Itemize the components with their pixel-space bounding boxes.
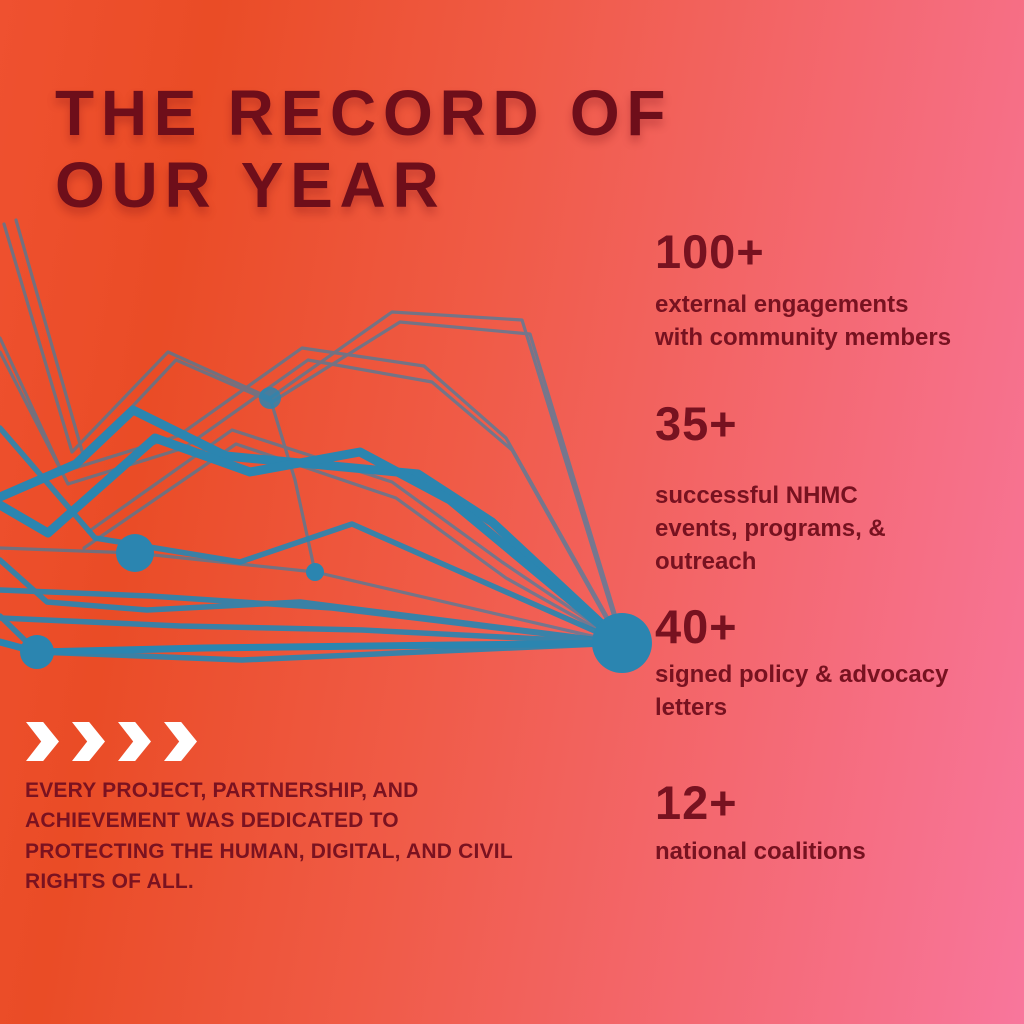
footer-mission-text: EVERY PROJECT, PARTNERSHIP, AND ACHIEVEM… [25,779,513,894]
network-node-small [306,563,324,581]
chevron-right-icon [26,722,59,761]
page-title: THE RECORD OF OUR YEAR [55,77,673,221]
page-title-line2: OUR YEAR [55,148,446,221]
stat-events-programs: 35+ successful NHMC events, programs, & … [655,400,1015,578]
network-hub-node [592,613,652,673]
stat-value: 100+ [655,225,765,278]
network-node-small [259,387,281,409]
stat-description: national coalitions [655,838,866,865]
stat-national-coalitions: 12+ national coalitions [655,779,1015,868]
network-node-medium [20,635,54,669]
stat-description: external engagements with community memb… [655,291,952,352]
stat-description: signed policy & advocacy letters [655,661,949,722]
stat-external-engagements: 100+ external engagements with community… [655,228,1015,354]
stat-policy-letters: 40+ signed policy & advocacy letters [655,603,1015,724]
stat-value: 12+ [655,776,738,829]
chevron-row [26,722,197,761]
page-title-line1: THE RECORD OF [55,77,673,149]
chevron-right-icon [118,722,151,761]
stat-value: 35+ [655,397,738,450]
chevron-right-icon [164,722,197,761]
stat-description: successful NHMC events, programs, & outr… [655,482,886,576]
chevron-right-icon [72,722,105,761]
network-node-medium [116,534,154,572]
stat-value: 40+ [655,600,738,653]
